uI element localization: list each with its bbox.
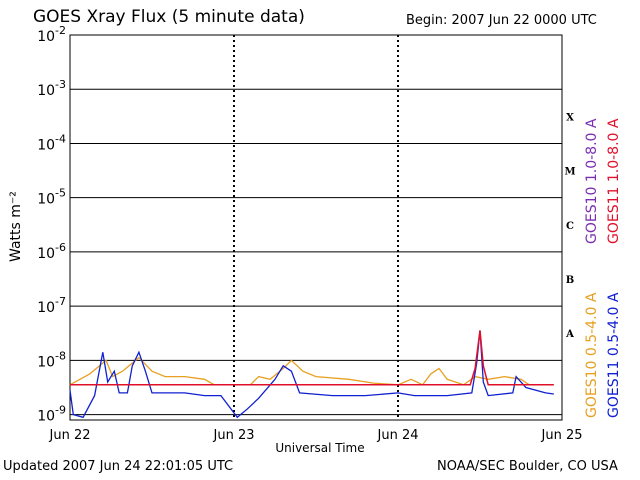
flare-class-label: M (564, 167, 575, 178)
x-tick-label: Jun 24 (377, 428, 419, 443)
flare-class-label: C (566, 221, 574, 232)
y-tick-label: 10-8 (37, 349, 66, 370)
x-tick-label: Jun 23 (213, 428, 255, 443)
y-tick-label: 10-9 (37, 404, 66, 425)
y-axis-label: Watts m⁻² (8, 191, 24, 262)
series-line (69, 330, 554, 419)
y-tick-label: 10-2 (37, 24, 66, 45)
y-tick-label: 10-4 (37, 132, 66, 153)
chart-title: GOES Xray Flux (5 minute data) (33, 7, 305, 27)
y-tick-label: 10-5 (37, 187, 66, 208)
flare-class-label: X (566, 112, 574, 123)
series-line (69, 356, 554, 386)
legend-goes10-long: GOES10 1.0-8.0 A (584, 118, 600, 244)
begin-time: Begin: 2007 Jun 22 0000 UTC (406, 13, 597, 28)
y-tick-label: 10-3 (37, 78, 66, 99)
x-tick-label: Jun 25 (541, 428, 583, 443)
x-tick-label: Jun 22 (49, 428, 91, 443)
flare-class-label: B (566, 275, 574, 286)
plot-frame (69, 34, 563, 421)
legend-goes11-short: GOES11 0.5-4.0 A (606, 292, 622, 418)
updated-timestamp: Updated 2007 Jun 24 22:01:05 UTC (3, 459, 234, 474)
y-tick-label: 10-6 (37, 241, 66, 262)
flare-class-label: A (565, 329, 574, 340)
legend-goes10-short: GOES10 0.5-4.0 A (584, 292, 600, 418)
y-tick-label: 10-7 (37, 295, 66, 316)
x-axis-label: Universal Time (275, 441, 365, 455)
series-line (70, 330, 554, 386)
credit-text: NOAA/SEC Boulder, CO USA (437, 459, 618, 474)
legend-goes11-long: GOES11 1.0-8.0 A (606, 118, 622, 244)
